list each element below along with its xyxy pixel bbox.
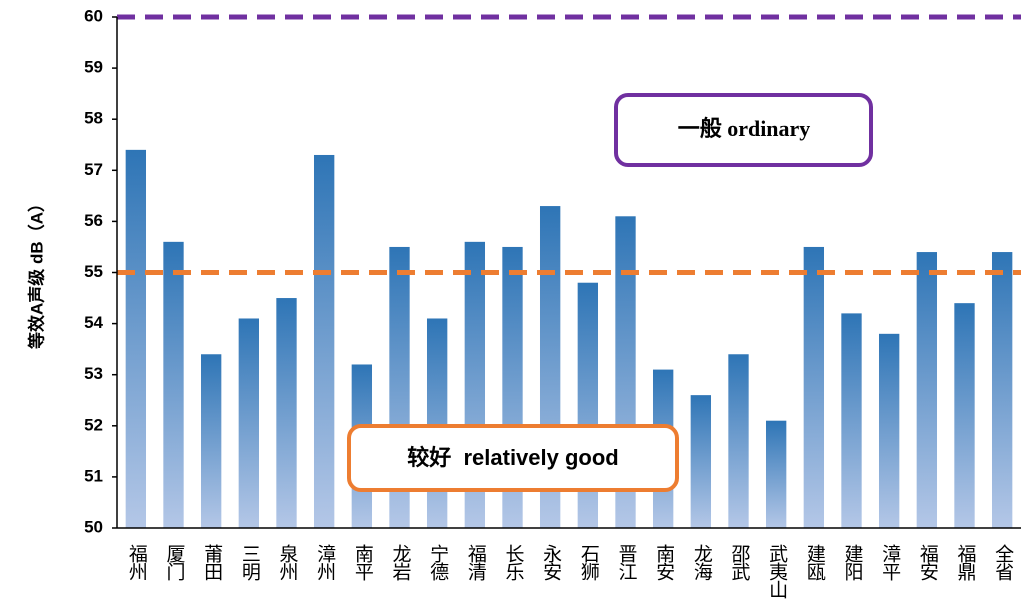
y-tick-label: 52 — [84, 415, 103, 434]
bar — [426, 318, 448, 528]
y-tick-label: 55 — [84, 262, 103, 281]
x-tick-label: 南安 — [653, 544, 674, 581]
x-tick-label: 龙岩 — [389, 544, 411, 581]
y-tick-label: 54 — [84, 313, 103, 332]
annotation: 一般 ordinary — [678, 116, 811, 141]
annotation-box — [347, 424, 679, 492]
y-tick-label: 53 — [84, 364, 103, 383]
x-tick-label: 南平 — [352, 544, 374, 581]
bar — [991, 252, 1013, 528]
bar — [125, 149, 147, 529]
bar — [276, 298, 297, 528]
bar — [878, 333, 900, 528]
y-axis-label: 等效A声级 dB（A） — [26, 195, 46, 349]
x-tick-label: 全省 — [992, 544, 1014, 581]
x-tick-label: 福州 — [126, 544, 148, 581]
x-tick-label: 福清 — [465, 544, 487, 581]
plot: 50 51 52 53 54 55 56 57 58 59 60 福州 厦门 莆田 三明 泉州 漳州 南平 龙岩 宁德… — [84, 6, 1021, 599]
bar — [238, 318, 260, 528]
y-tick-label: 58 — [84, 109, 103, 128]
y-tick-label: 60 — [84, 6, 103, 25]
y-tick-label: 50 — [84, 517, 103, 536]
x-tick-label: 建阳 — [841, 544, 863, 581]
x-tick-label: 福安 — [917, 544, 939, 581]
bar — [163, 241, 184, 528]
x-tick-label: 龙海 — [691, 544, 713, 581]
x-tick-label: 建瓯 — [804, 544, 826, 581]
bar — [690, 395, 712, 528]
x-tick-label: 厦门 — [163, 544, 185, 581]
x-tick-label: 永安 — [540, 544, 562, 581]
bar — [313, 154, 335, 528]
bar — [765, 420, 787, 528]
y-tick-label: 56 — [84, 211, 103, 230]
bar — [841, 313, 862, 528]
x-tick-label: 泉州 — [276, 544, 298, 581]
bar — [916, 252, 938, 528]
y-tick-label: 57 — [84, 160, 103, 179]
bar — [954, 303, 975, 528]
x-tick-label: 宁德 — [427, 544, 449, 581]
bar — [728, 354, 749, 528]
x-tick-label: 石狮 — [578, 544, 600, 581]
x-tick-label: 福鼎 — [954, 544, 976, 581]
x-tick-label: 武夷山 — [766, 544, 788, 599]
annotation-box — [614, 93, 873, 167]
bar — [200, 354, 222, 528]
x-tick-label: 邵武 — [728, 544, 750, 581]
x-tick-label: 漳州 — [314, 544, 336, 581]
x-tick-label: 三明 — [239, 544, 260, 581]
x-tick-label: 长乐 — [502, 544, 524, 581]
bar — [803, 246, 825, 528]
x-tick-label: 莆田 — [201, 544, 222, 581]
y-tick-label: 51 — [84, 466, 103, 485]
y-tick-label: 59 — [84, 58, 103, 77]
x-tick-label: 晋江 — [615, 544, 637, 581]
x-tick-label: 漳平 — [879, 544, 901, 581]
annotation: 较好 relatively good — [407, 445, 619, 470]
